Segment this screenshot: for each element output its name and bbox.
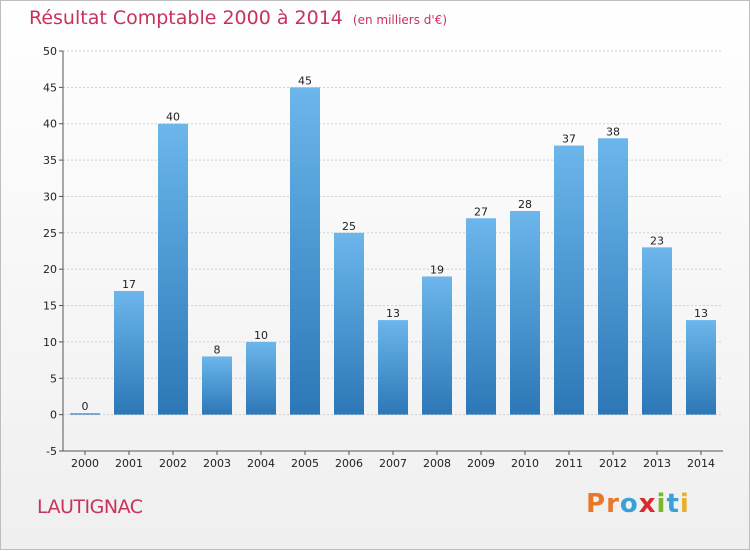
logo-letter: i xyxy=(656,489,667,519)
y-tick-label: 0 xyxy=(50,409,57,422)
y-tick-label: 35 xyxy=(43,154,57,167)
y-tick-label: 15 xyxy=(43,300,57,313)
y-tick-label: 10 xyxy=(43,336,57,349)
logo-letter: P xyxy=(586,489,607,519)
x-tick-label: 2001 xyxy=(115,457,143,470)
bar xyxy=(422,276,452,415)
bar xyxy=(554,145,584,415)
x-tick-label: 2000 xyxy=(71,457,99,470)
data-label: 28 xyxy=(518,198,532,211)
data-label: 13 xyxy=(386,307,400,320)
y-tick-label: 20 xyxy=(43,263,57,276)
x-tick-label: 2010 xyxy=(511,457,539,470)
y-tick-label: 5 xyxy=(50,372,57,385)
logo-letter: t xyxy=(666,489,680,519)
commune-name: LAUTIGNAC xyxy=(37,496,143,518)
data-label: 19 xyxy=(430,263,444,276)
data-label: 45 xyxy=(298,74,312,87)
y-tick-label: -5 xyxy=(46,445,57,458)
bar xyxy=(114,291,144,415)
y-tick-label: 40 xyxy=(43,118,57,131)
bar xyxy=(158,123,188,415)
logo-letter: x xyxy=(638,489,657,519)
x-tick-label: 2002 xyxy=(159,457,187,470)
proxiti-logo: Proxiti xyxy=(586,489,690,519)
logo-letter: o xyxy=(619,489,639,519)
x-tick-label: 2005 xyxy=(291,457,319,470)
data-label: 17 xyxy=(122,278,136,291)
y-tick-label: 30 xyxy=(43,190,57,203)
data-label: 13 xyxy=(694,307,708,320)
bar xyxy=(686,320,716,415)
x-tick-label: 2004 xyxy=(247,457,275,470)
bar xyxy=(642,247,672,415)
data-label: 10 xyxy=(254,329,268,342)
data-label: 23 xyxy=(650,234,664,247)
bar xyxy=(466,218,496,415)
logo-letter: r xyxy=(606,489,620,519)
x-tick-label: 2012 xyxy=(599,457,627,470)
data-label: 37 xyxy=(562,133,576,146)
data-label: 8 xyxy=(214,343,221,356)
bar xyxy=(378,320,408,415)
chart-unit: (en milliers d'€) xyxy=(352,13,448,27)
bar xyxy=(202,356,232,415)
x-tick-label: 2014 xyxy=(687,457,715,470)
chart-title: Résultat Comptable 2000 à 2014 (en millie… xyxy=(29,7,447,29)
bar xyxy=(510,211,540,415)
data-label: 25 xyxy=(342,220,356,233)
logo-letter: i xyxy=(679,489,690,519)
x-tick-label: 2009 xyxy=(467,457,495,470)
bar xyxy=(598,138,628,415)
chart-title-text: Résultat Comptable 2000 à 2014 xyxy=(29,7,343,29)
bar xyxy=(334,232,364,415)
data-label: 40 xyxy=(166,111,180,124)
y-tick-label: 50 xyxy=(43,45,57,58)
data-label: 38 xyxy=(606,125,620,138)
bar xyxy=(70,413,100,415)
x-tick-label: 2006 xyxy=(335,457,363,470)
y-tick-label: 25 xyxy=(43,227,57,240)
x-tick-label: 2008 xyxy=(423,457,451,470)
y-tick-label: 45 xyxy=(43,81,57,94)
x-tick-label: 2011 xyxy=(555,457,583,470)
x-tick-label: 2003 xyxy=(203,457,231,470)
data-label: 27 xyxy=(474,205,488,218)
bar xyxy=(290,87,320,415)
data-label: 0 xyxy=(82,400,89,413)
x-tick-label: 2007 xyxy=(379,457,407,470)
bar xyxy=(246,341,276,415)
x-tick-label: 2013 xyxy=(643,457,671,470)
